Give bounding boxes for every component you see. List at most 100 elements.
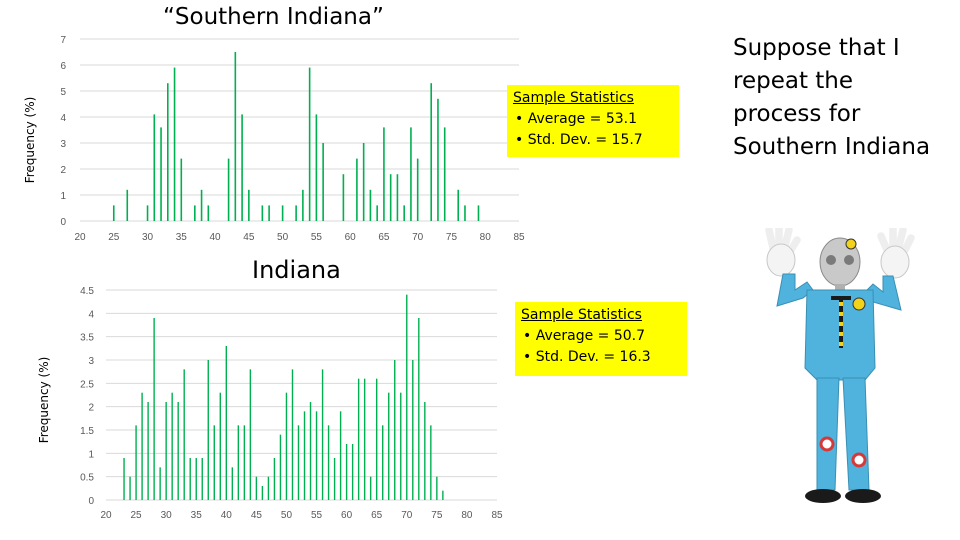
southern-x-tick-label: 85 [513, 232, 525, 243]
indiana-bar [285, 392, 288, 500]
southern-bar [308, 67, 311, 221]
indiana-y-tick-label: 3.5 [80, 333, 94, 344]
southern-bar [241, 114, 243, 221]
southern-x-tick-label: 50 [277, 232, 289, 243]
southern-bar [160, 127, 162, 221]
southern-y-tick-label: 3 [60, 139, 66, 150]
indiana-stats-average: • Average = 50.7 [523, 328, 646, 344]
indiana-bar [406, 294, 408, 500]
southern-bar [443, 127, 446, 221]
southern-y-tick-label: 0 [60, 217, 66, 228]
indiana-bar [375, 378, 378, 500]
southern-y-tick-label: 2 [60, 165, 66, 176]
indiana-bar [159, 467, 161, 500]
southern-y-axis-label: Frequency (%) [23, 97, 37, 184]
indiana-y-tick-label: 4.5 [80, 286, 94, 297]
indiana-bar [442, 490, 444, 500]
indiana-x-tick-label: 80 [461, 510, 473, 521]
indiana-x-tick-label: 40 [221, 510, 233, 521]
southern-bar [342, 174, 345, 221]
side-caption: Suppose that I repeat the process for So… [733, 35, 931, 160]
southern-bar [146, 205, 149, 221]
indiana-y-tick-label: 0 [88, 496, 94, 507]
indiana-bar [273, 458, 276, 500]
indiana-y-axis-label: Frequency (%) [37, 357, 51, 444]
southern-bar [268, 205, 270, 221]
indiana-bar [363, 378, 366, 500]
indiana-x-tick-label: 65 [371, 510, 383, 521]
indiana-y-tick-label: 1 [88, 449, 94, 460]
indiana-bar [141, 392, 143, 500]
southern-bar [126, 189, 129, 221]
indiana-x-tick-label: 60 [341, 510, 353, 521]
southern-y-tick-label: 6 [60, 61, 66, 72]
indiana-bar [189, 458, 191, 500]
indiana-stats-title: Sample Statistics [521, 307, 642, 323]
indiana-bar [165, 402, 167, 500]
indiana-x-tick-label: 45 [251, 510, 263, 521]
indiana-bar [171, 392, 173, 500]
indiana-bar [388, 392, 390, 500]
southern-bar [369, 189, 372, 221]
indiana-bar [297, 425, 300, 500]
southern-bar [180, 158, 183, 221]
southern-bar [227, 158, 230, 221]
indiana-bar [279, 434, 282, 500]
crash-test-dummy-figure [765, 228, 915, 503]
indiana-bar [237, 425, 240, 500]
southern-bar [248, 189, 250, 221]
southern-bar [281, 205, 284, 221]
indiana-x-tick-label: 30 [161, 510, 173, 521]
indiana-bar [123, 458, 125, 500]
southern-x-tick-label: 80 [480, 232, 492, 243]
southern-bar [477, 205, 480, 221]
southern-x-tick-label: 70 [412, 232, 424, 243]
indiana-x-tick-label: 35 [191, 510, 203, 521]
southern-stats-average: • Average = 53.1 [515, 111, 638, 127]
indiana-bar [436, 476, 438, 500]
southern-x-tick-label: 20 [74, 232, 86, 243]
indiana-bar [249, 369, 252, 500]
southern-bar [173, 67, 176, 221]
indiana-bar [309, 402, 312, 500]
indiana-bar [201, 458, 203, 500]
southern-x-tick-label: 25 [108, 232, 120, 243]
indiana-stats-box: Sample Statistics • Average = 50.7 • Std… [515, 302, 687, 376]
southern-bar [464, 205, 466, 221]
southern-bar [383, 127, 385, 221]
southern-bar [200, 189, 203, 221]
southern-bar [302, 189, 304, 221]
southern-x-tick-label: 35 [176, 232, 188, 243]
indiana-bar [418, 318, 420, 500]
southern-x-tick-label: 60 [345, 232, 357, 243]
indiana-bar [255, 476, 258, 500]
indiana-bar [231, 467, 234, 500]
indiana-bar [394, 360, 396, 500]
southern-y-tick-label: 1 [60, 191, 66, 202]
indiana-y-tick-label: 2.5 [80, 379, 94, 390]
southern-bar [396, 174, 399, 221]
southern-bar [153, 114, 156, 221]
indiana-bar [315, 411, 318, 500]
indiana-chart-title: Indiana [252, 256, 341, 284]
indiana-x-tick-label: 85 [491, 510, 503, 521]
southern-bar [167, 83, 169, 221]
indiana-bar [345, 444, 348, 500]
indiana-bar [261, 486, 264, 500]
southern-y-tick-label: 4 [60, 113, 66, 124]
indiana-bar [400, 392, 402, 500]
southern-y-tick-label: 5 [60, 87, 66, 98]
indiana-bar [303, 411, 306, 500]
indiana-bar [327, 425, 330, 500]
southern-x-tick-label: 40 [210, 232, 222, 243]
indiana-bar [207, 360, 209, 500]
indiana-bar [430, 425, 432, 500]
indiana-y-tick-label: 4 [88, 309, 94, 320]
southern-bar [376, 205, 378, 221]
indiana-y-tick-label: 3 [88, 356, 94, 367]
indiana-bar [243, 425, 246, 500]
southern-bar [322, 143, 324, 221]
southern-chart-title: “Southern Indiana” [163, 4, 384, 30]
indiana-bar [369, 476, 372, 500]
indiana-bar [382, 425, 384, 500]
